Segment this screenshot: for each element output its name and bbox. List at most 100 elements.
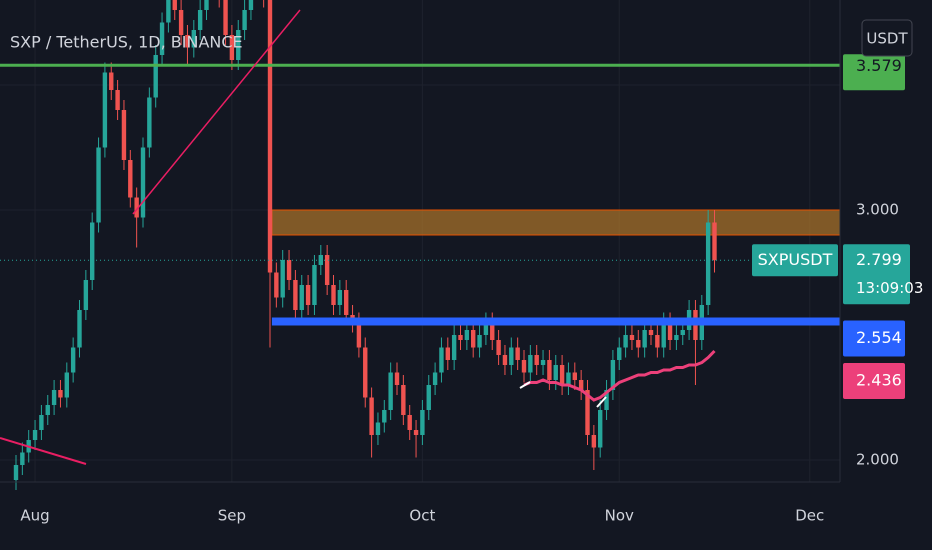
candle-body xyxy=(655,335,660,348)
candle-body xyxy=(140,147,146,218)
candle-body xyxy=(413,430,419,435)
candle-body xyxy=(83,280,89,310)
candle-body xyxy=(636,340,641,348)
marker-line xyxy=(596,396,607,408)
candle-body xyxy=(591,435,597,448)
candle-body xyxy=(521,360,527,373)
candle-body xyxy=(445,347,450,360)
candle-body xyxy=(509,347,514,365)
candle-body xyxy=(90,222,95,280)
price-zone xyxy=(271,209,841,236)
trendline xyxy=(132,9,301,215)
plot xyxy=(0,0,841,490)
candle-body xyxy=(58,390,63,398)
candle-body xyxy=(705,222,711,305)
candle-body xyxy=(680,330,685,335)
countdown-label: 13:09:03 xyxy=(856,279,923,297)
y-tick-label: 3.000 xyxy=(856,201,899,219)
candle-body xyxy=(451,335,457,360)
x-tick-label: Aug xyxy=(20,507,49,525)
candle-body xyxy=(178,10,184,35)
candle-body xyxy=(610,360,616,390)
x-tick-label: Dec xyxy=(795,507,824,525)
candle-body xyxy=(109,72,114,90)
ma-label: 2.436 xyxy=(856,371,902,390)
candle-body xyxy=(528,355,533,373)
candle-body xyxy=(191,30,196,48)
candle-body xyxy=(147,97,152,148)
candle-body xyxy=(502,355,508,365)
candle-body xyxy=(356,322,362,348)
candle-body xyxy=(483,322,489,335)
candle-body xyxy=(394,372,400,385)
candle-body xyxy=(293,280,298,310)
candle-body xyxy=(363,347,368,398)
candle-body xyxy=(229,35,235,60)
candle-body xyxy=(712,222,717,261)
level-label-box xyxy=(843,320,905,357)
candle-body xyxy=(553,365,558,380)
candle-body xyxy=(604,390,609,410)
candle-body xyxy=(121,110,127,160)
candle-body xyxy=(248,0,254,10)
candle-body xyxy=(388,372,393,410)
candle-body xyxy=(344,290,349,315)
candle-body xyxy=(458,335,463,340)
symbol-label-box xyxy=(752,244,838,277)
candle-body xyxy=(648,330,654,335)
y-tick-label: 2.000 xyxy=(856,451,899,469)
currency-button[interactable] xyxy=(861,19,913,57)
candle-body xyxy=(496,340,501,355)
candle-body xyxy=(197,10,203,30)
candle-body xyxy=(45,405,50,415)
candle-body xyxy=(369,397,374,435)
candle-body xyxy=(464,330,470,340)
candle-body xyxy=(375,422,381,435)
candle-body xyxy=(432,372,438,385)
candle-body xyxy=(407,415,412,430)
candle-body xyxy=(102,72,108,148)
candle-body xyxy=(39,415,44,430)
candle-body xyxy=(166,0,171,23)
candle-body xyxy=(153,55,158,98)
candle-body xyxy=(324,255,330,285)
candle-body xyxy=(299,285,304,310)
ma-label-box xyxy=(843,363,905,399)
currency-label[interactable]: USDT xyxy=(866,30,908,48)
candle-body xyxy=(274,272,279,298)
moving-average xyxy=(523,349,716,402)
x-tick-label: Nov xyxy=(605,507,634,525)
level-label: 2.554 xyxy=(856,328,902,347)
candle-body xyxy=(64,372,69,398)
candle-body xyxy=(667,322,673,340)
candle-body xyxy=(236,30,241,60)
candle-body xyxy=(204,0,209,10)
candle-body xyxy=(267,0,273,273)
candle-body xyxy=(13,465,19,480)
candle-body xyxy=(331,285,336,305)
candle-body xyxy=(172,0,177,10)
candle-body xyxy=(70,347,76,373)
candle-body xyxy=(32,430,38,440)
candle-body xyxy=(159,22,165,55)
candle-body xyxy=(337,290,343,305)
marker-line xyxy=(519,381,531,389)
candle-body xyxy=(439,347,444,373)
candle-body xyxy=(629,335,635,340)
x-tick-label: Sep xyxy=(218,507,246,525)
axis-labels: 2.0003.0003.500AugSepOctNovDec3.579SXPUS… xyxy=(20,54,923,525)
candle-body xyxy=(572,372,577,380)
x-tick-label: Oct xyxy=(409,507,435,525)
candle-body xyxy=(115,90,120,110)
candle-body xyxy=(134,197,139,218)
candle-body xyxy=(585,390,590,435)
candle-body xyxy=(617,347,622,360)
candle-body xyxy=(566,372,571,385)
candle-body xyxy=(286,260,292,280)
candle-body xyxy=(471,330,476,348)
candle-body xyxy=(540,360,546,365)
level-label-box xyxy=(843,54,905,91)
candle-body xyxy=(674,335,679,340)
candle-body xyxy=(547,360,552,380)
